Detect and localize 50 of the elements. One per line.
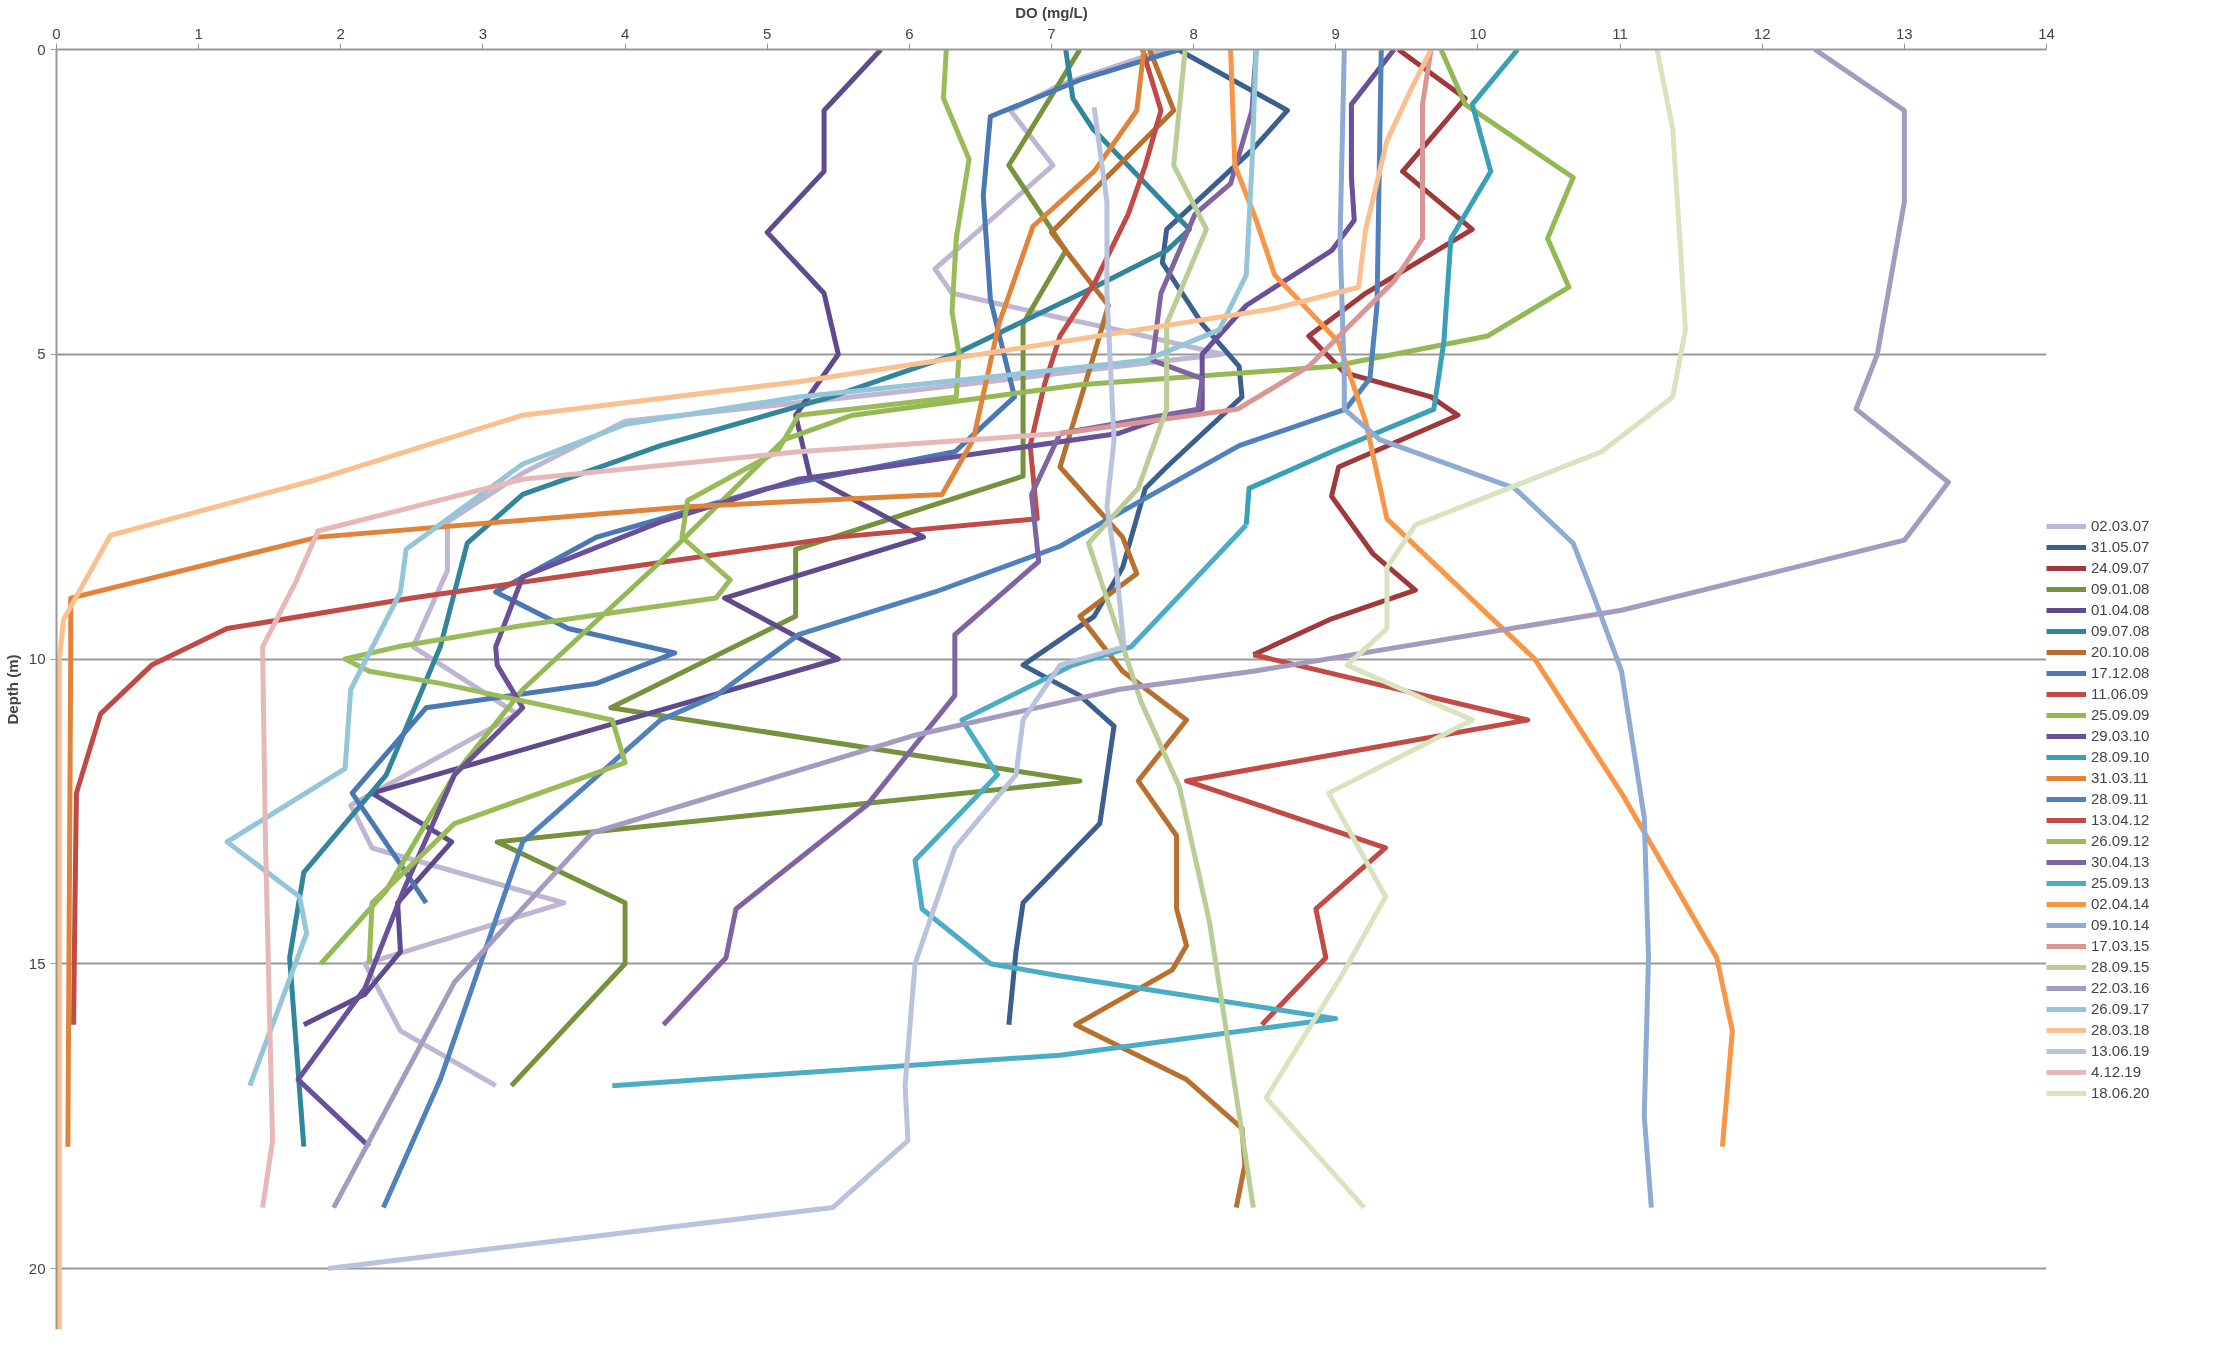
legend-label: 22.03.16 xyxy=(2091,979,2150,996)
legend-label: 4.12.19 xyxy=(2091,1063,2142,1080)
legend-label: 26.09.12 xyxy=(2091,832,2150,849)
y-tick-label: 0 xyxy=(37,40,46,58)
x-tick-label: 12 xyxy=(1753,24,1771,42)
legend-label: 28.09.10 xyxy=(2091,748,2150,765)
y-axis-title: Depth (m) xyxy=(3,654,21,725)
x-tick-label: 10 xyxy=(1469,24,1487,42)
legend-label: 13.06.19 xyxy=(2091,1042,2150,1059)
legend-label: 09.01.08 xyxy=(2091,580,2150,597)
legend-label: 31.03.11 xyxy=(2091,769,2149,786)
x-tick-label: 13 xyxy=(1896,24,1913,42)
x-tick-label: 2 xyxy=(336,24,345,42)
legend-label: 17.12.08 xyxy=(2091,664,2150,681)
legend-label: 01.04.08 xyxy=(2091,601,2150,618)
x-tick-label: 6 xyxy=(905,24,914,42)
x-axis-title: DO (mg/L) xyxy=(1015,3,1088,21)
x-tick-label: 8 xyxy=(1189,24,1198,42)
legend-label: 09.07.08 xyxy=(2091,622,2150,639)
x-tick-label: 9 xyxy=(1331,24,1340,42)
y-tick-label: 20 xyxy=(28,1259,46,1277)
legend-label: 28.09.11 xyxy=(2091,790,2149,807)
x-tick-label: 5 xyxy=(763,24,772,42)
y-tick-label: 10 xyxy=(28,650,46,668)
x-tick-label: 11 xyxy=(1612,24,1628,42)
x-tick-label: 3 xyxy=(478,24,488,42)
x-tick-label: 7 xyxy=(1047,24,1056,42)
legend-label: 13.04.12 xyxy=(2091,811,2150,828)
legend-label: 02.04.14 xyxy=(2091,895,2150,912)
y-tick-label: 5 xyxy=(37,345,46,363)
legend-label: 11.06.09 xyxy=(2091,685,2149,702)
legend-label: 31.05.07 xyxy=(2091,538,2150,555)
legend-label: 20.10.08 xyxy=(2091,643,2150,660)
y-tick-label: 15 xyxy=(28,954,46,972)
x-tick-label: 14 xyxy=(2038,24,2055,42)
legend-label: 29.03.10 xyxy=(2091,727,2150,744)
legend-label: 28.09.15 xyxy=(2091,958,2150,975)
x-tick-label: 1 xyxy=(194,24,203,42)
x-tick-label: 0 xyxy=(52,24,61,42)
legend-label: 28.03.18 xyxy=(2091,1021,2150,1038)
legend-label: 24.09.07 xyxy=(2091,559,2150,576)
legend-label: 25.09.13 xyxy=(2091,874,2150,891)
legend-label: 25.09.09 xyxy=(2091,706,2150,723)
legend-label: 26.09.17 xyxy=(2091,1000,2150,1017)
legend-label: 02.03.07 xyxy=(2091,517,2150,534)
legend-label: 30.04.13 xyxy=(2091,853,2150,870)
legend-label: 09.10.14 xyxy=(2091,916,2150,933)
x-tick-label: 4 xyxy=(620,24,630,42)
legend-label: 17.03.15 xyxy=(2091,937,2150,954)
legend-label: 18.06.20 xyxy=(2091,1084,2150,1101)
